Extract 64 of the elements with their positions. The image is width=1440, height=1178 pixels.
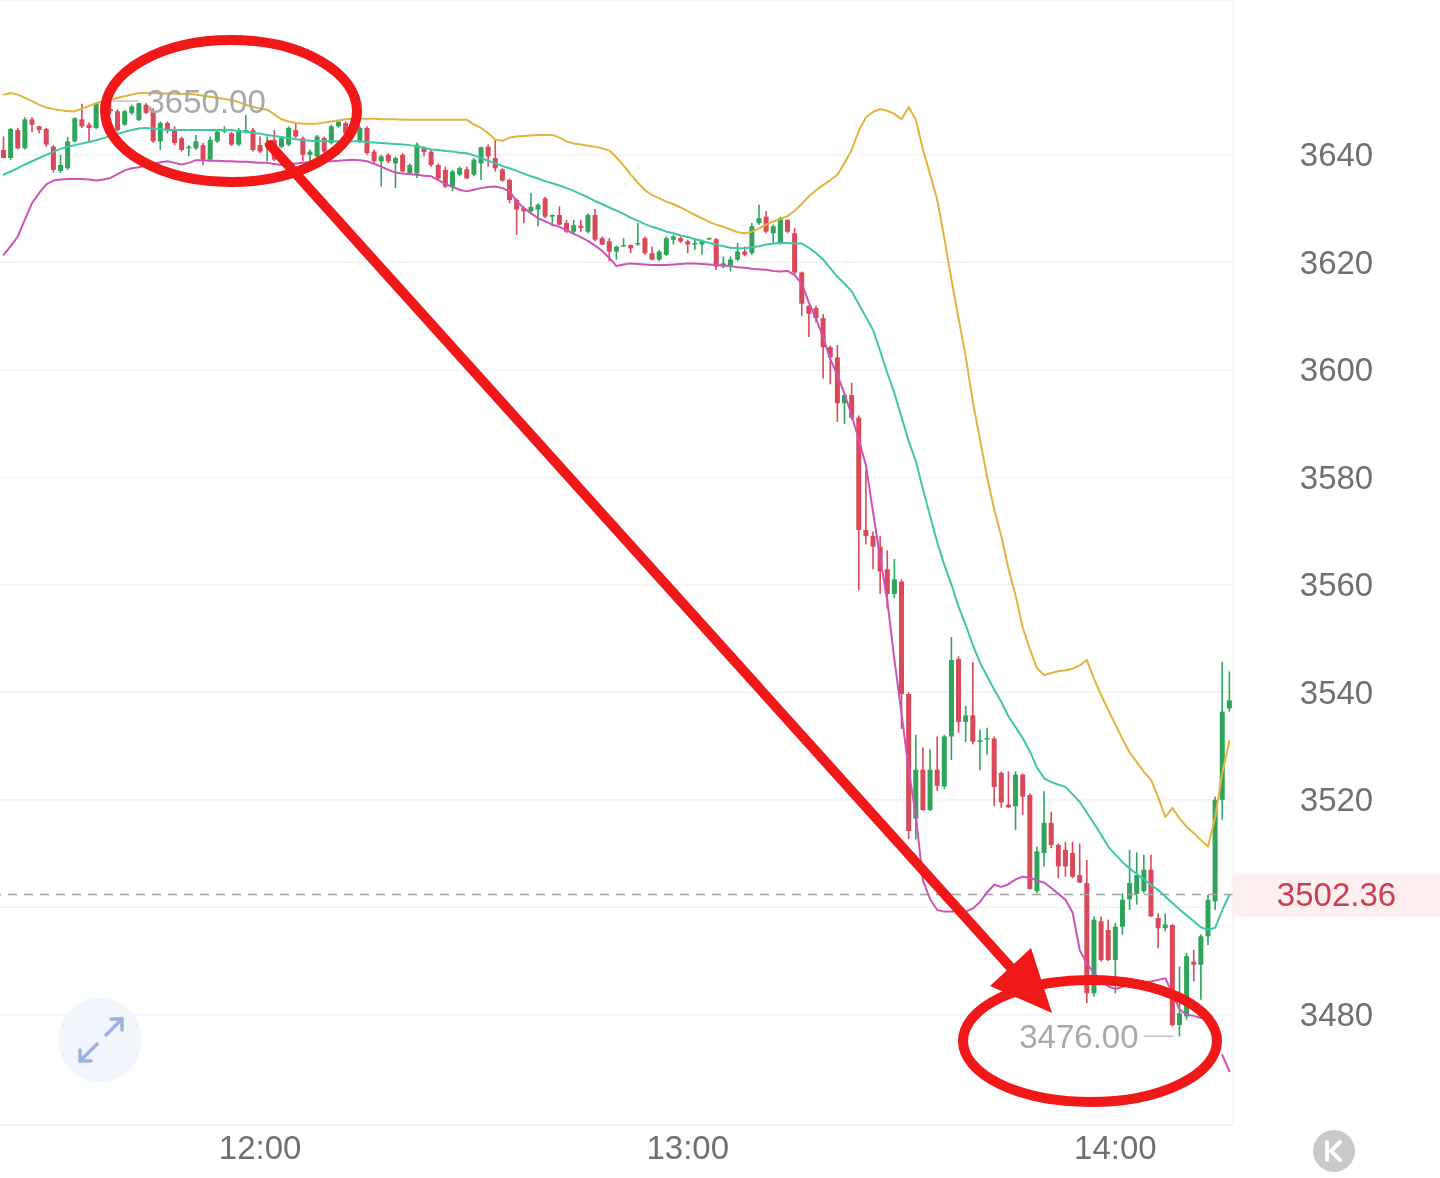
- candlestick: [756, 203, 762, 226]
- candlestick: [43, 127, 49, 148]
- candlestick: [450, 169, 456, 193]
- candlestick: [485, 143, 491, 168]
- y-tick-label: 3620: [1299, 243, 1374, 281]
- candlestick: [471, 157, 477, 178]
- candlestick: [207, 135, 213, 163]
- candlestick: [606, 237, 612, 263]
- candlestick: [1048, 810, 1054, 849]
- candlestick: [1062, 840, 1068, 878]
- candlestick: [400, 152, 406, 174]
- annotation: 3476.00: [1019, 1017, 1139, 1055]
- candlestick: [1070, 840, 1076, 880]
- candlestick: [542, 195, 548, 220]
- candlestick: [1020, 772, 1026, 816]
- candlestick: [535, 202, 541, 228]
- candlestick: [86, 121, 92, 144]
- x-tick-label: 14:00: [1074, 1129, 1157, 1166]
- candlestick: [58, 154, 64, 174]
- candlestick: [585, 212, 591, 235]
- candlestick: [642, 235, 648, 256]
- candlestick: [15, 127, 21, 151]
- candlestick: [1191, 948, 1197, 983]
- candlestick: [984, 726, 990, 756]
- y-tick-label: 3560: [1299, 566, 1374, 604]
- candlestick: [635, 222, 641, 247]
- candlestick: [307, 148, 313, 163]
- x-tick-label: 13:00: [646, 1129, 730, 1166]
- y-tick-label: 3600: [1299, 351, 1374, 389]
- candlestick: [963, 704, 969, 744]
- y-tick-label: 3480: [1299, 996, 1374, 1034]
- candlestick: [977, 728, 983, 772]
- candlestick: [1134, 851, 1140, 906]
- candlestick: [172, 125, 178, 146]
- candlestick: [442, 165, 448, 189]
- candlestick: [578, 219, 584, 233]
- candlestick: [1077, 842, 1083, 884]
- candlestick: [1055, 842, 1061, 880]
- candlestick: [1226, 670, 1232, 713]
- candlestick: [72, 116, 78, 144]
- candlestick: [663, 235, 669, 257]
- candlestick: [200, 142, 206, 166]
- candlestick: [300, 135, 306, 163]
- x-tick-label: 12:00: [218, 1129, 302, 1166]
- candlestick: [934, 735, 940, 792]
- candlestick: [735, 242, 741, 263]
- candlestick: [392, 155, 398, 189]
- candlestick: [328, 123, 334, 146]
- y-tick-label: 3580: [1299, 458, 1374, 496]
- candlestick: [870, 530, 876, 571]
- ref-line-label: 3502.36: [1276, 876, 1397, 914]
- y-tick-label: 3520: [1299, 781, 1374, 819]
- candlestick: [891, 558, 897, 600]
- candlestick: [1176, 965, 1182, 1038]
- candlestick: [770, 223, 776, 244]
- candlestick: [378, 154, 384, 188]
- y-tick-label: 3540: [1299, 673, 1374, 711]
- candlestick: [79, 102, 85, 129]
- candlestick: [1127, 849, 1133, 911]
- candlestick: [1155, 912, 1161, 949]
- candlestick: [115, 108, 121, 133]
- candlestick: [863, 468, 869, 546]
- candlestick: [806, 304, 812, 338]
- y-tick-label: 3640: [1299, 136, 1374, 174]
